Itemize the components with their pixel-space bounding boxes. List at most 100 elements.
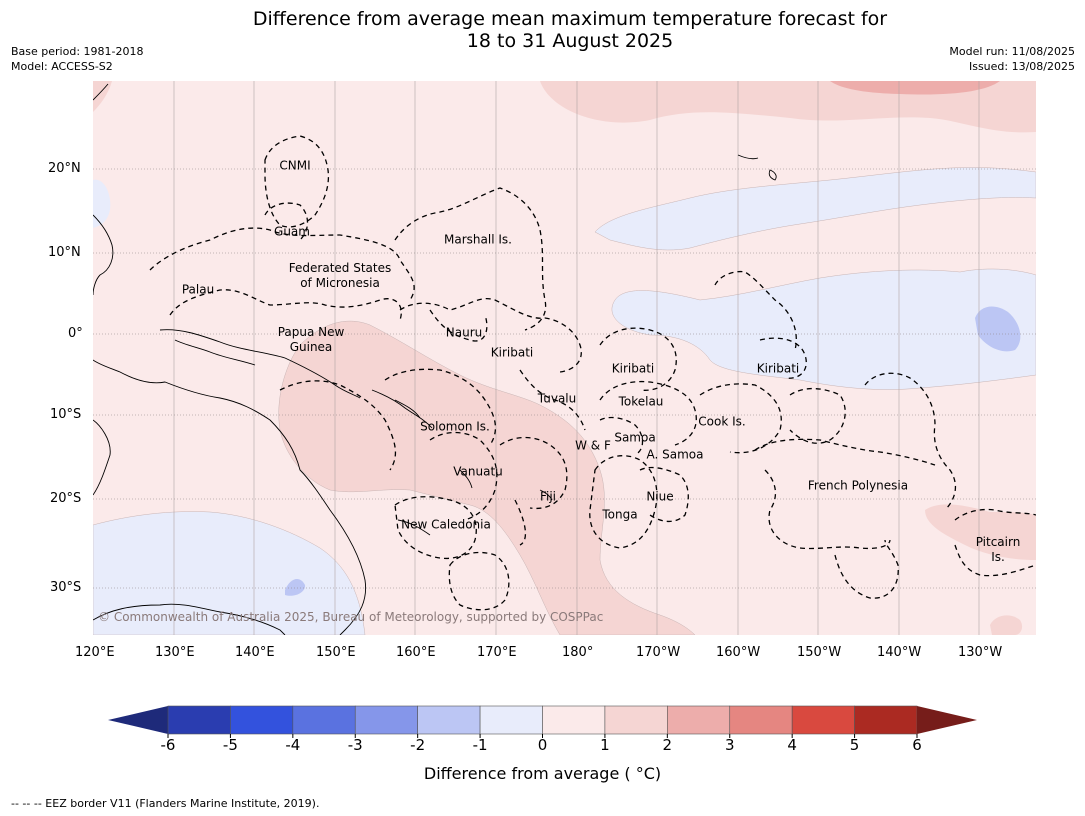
region-label-tuvalu: Tuvalu	[537, 391, 577, 406]
colorbar-bin	[292, 705, 356, 735]
region-label-french-polynesia: French Polynesia	[807, 478, 909, 493]
region-label-kiribati-central: Kiribati	[611, 361, 655, 376]
lon-tick: 140°E	[235, 645, 275, 660]
lat-tick: 10°N	[48, 245, 81, 260]
colorbar-over-arrow	[917, 706, 977, 734]
colorbar-bin	[791, 705, 855, 735]
chart-title: Difference from average mean maximum tem…	[0, 8, 1085, 52]
lon-tick: 170°E	[477, 645, 517, 660]
model-name: Model: ACCESS-S2	[11, 60, 113, 73]
colorbar-tick-label: -6	[160, 736, 176, 754]
lat-tick: 30°S	[50, 580, 82, 595]
lon-tick: 160°W	[716, 645, 761, 660]
region-label-fiji: Fiji	[539, 489, 557, 504]
colorbar-tick-label: 0	[537, 736, 548, 754]
fsm-line-1: Federated States	[288, 261, 392, 275]
colorbar-tick-label: -5	[222, 736, 238, 754]
colorbar-tick-label: 3	[724, 736, 735, 754]
region-label-cook: Cook Is.	[698, 414, 746, 429]
meta-right: Model run: 11/08/2025 Issued: 13/08/2025	[949, 44, 1075, 74]
colorbar-tick-label: -3	[347, 736, 363, 754]
region-label-wallis-futuna: W & F	[575, 438, 611, 453]
region-label-cnmi: CNMI	[279, 158, 311, 173]
colorbar	[108, 705, 977, 738]
lon-tick: 120°E	[75, 645, 115, 660]
lat-tick: 20°S	[50, 491, 82, 506]
lon-tick: 140°W	[877, 645, 922, 660]
colorbar-tick-label: 4	[787, 736, 797, 754]
colorbar-tick-label: 1	[600, 736, 610, 754]
region-label-guam: Guam	[274, 224, 310, 239]
lon-tick: 180°	[562, 645, 594, 660]
lon-tick: 170°W	[636, 645, 681, 660]
region-label-palau: Palau	[181, 282, 215, 297]
region-label-tokelau: Tokelau	[618, 394, 664, 409]
warm-anomaly-nw	[93, 81, 112, 112]
eez-borders	[149, 135, 1036, 611]
region-label-niue: Niue	[646, 489, 674, 504]
pitcairn-line-2: Is.	[991, 550, 1005, 564]
colorbar-bin	[230, 705, 294, 735]
cool-anomaly-north	[594, 167, 1036, 251]
colorbar-bin	[667, 705, 731, 735]
lat-tick: 20°N	[48, 161, 81, 176]
lon-tick: 150°W	[797, 645, 842, 660]
warm-anomaly-north-core	[830, 81, 1000, 95]
fsm-line-2: of Micronesia	[300, 276, 380, 290]
colorbar-tick-label: -2	[410, 736, 426, 754]
region-label-american-samoa: A. Samoa	[646, 447, 704, 462]
cool-anomaly-far-west	[93, 179, 111, 228]
coastlines	[93, 83, 777, 635]
colorbar-bin	[604, 705, 668, 735]
title-line-1: Difference from average mean maximum tem…	[252, 8, 888, 30]
colorbar-bin	[854, 705, 918, 735]
cool-anomaly-east	[611, 268, 1036, 390]
meta-left: Base period: 1981-2018 Model: ACCESS-S2	[11, 44, 143, 74]
colorbar-bin	[542, 705, 606, 735]
issued-date: Issued: 13/08/2025	[968, 60, 1075, 73]
warm-anomaly-south-corner	[990, 615, 1023, 635]
colorbar-bin	[417, 705, 481, 735]
region-label-kiribati-west: Kiribati	[490, 345, 534, 360]
png-line-1: Papua New	[277, 325, 345, 339]
region-label-png: Papua New Guinea	[278, 325, 345, 355]
graticule	[93, 81, 1036, 635]
region-label-pitcairn: Pitcairn Is.	[976, 535, 1021, 565]
warm-anomaly-southeast	[925, 504, 1036, 560]
region-label-marshall: Marshall Is.	[444, 232, 512, 247]
colorbar-tick-label: 6	[912, 736, 922, 754]
region-label-kiribati-east: Kiribati	[756, 361, 800, 376]
colorbar-tick-label: -4	[285, 736, 301, 754]
colorbar-tick-label: 5	[849, 736, 860, 754]
region-label-new-caledonia: New Caledonia	[401, 517, 491, 532]
cool-anomaly-southwest-core	[285, 578, 306, 596]
region-label-nauru: Nauru	[445, 325, 483, 340]
cool-anomaly-southwest	[93, 511, 366, 635]
region-label-solomon: Solomon Is.	[420, 419, 490, 434]
colorbar-bins	[167, 705, 918, 735]
colorbar-bin	[354, 705, 418, 735]
colorbar-tick-label: 2	[662, 736, 673, 754]
png-line-2: Guinea	[289, 340, 333, 354]
region-label-tonga: Tonga	[602, 507, 638, 522]
lon-tick: 160°E	[396, 645, 436, 660]
region-label-vanuatu: Vanuatu	[453, 464, 503, 479]
colorbar-bin	[729, 705, 793, 735]
lon-tick: 130°E	[155, 645, 195, 660]
cool-anomaly-east-core	[975, 306, 1021, 352]
lon-tick: 130°W	[958, 645, 1003, 660]
colorbar-title: Difference from average ( °C)	[423, 764, 662, 783]
colorbar-tick-label: -1	[472, 736, 488, 754]
lat-tick: 10°S	[50, 407, 82, 422]
lon-tick: 150°E	[316, 645, 356, 660]
lat-tick: 0°	[68, 326, 83, 341]
pitcairn-line-1: Pitcairn	[975, 535, 1021, 549]
region-label-samoa: Samoa	[614, 430, 656, 445]
model-run: Model run: 11/08/2025	[949, 45, 1075, 58]
copyright-notice: © Commonwealth of Australia 2025, Bureau…	[98, 610, 604, 624]
region-label-fsm: Federated States of Micronesia	[289, 261, 391, 291]
colorbar-under-arrow	[108, 706, 168, 734]
colorbar-bin	[479, 705, 543, 735]
warm-anomaly-swpacific	[278, 320, 696, 635]
